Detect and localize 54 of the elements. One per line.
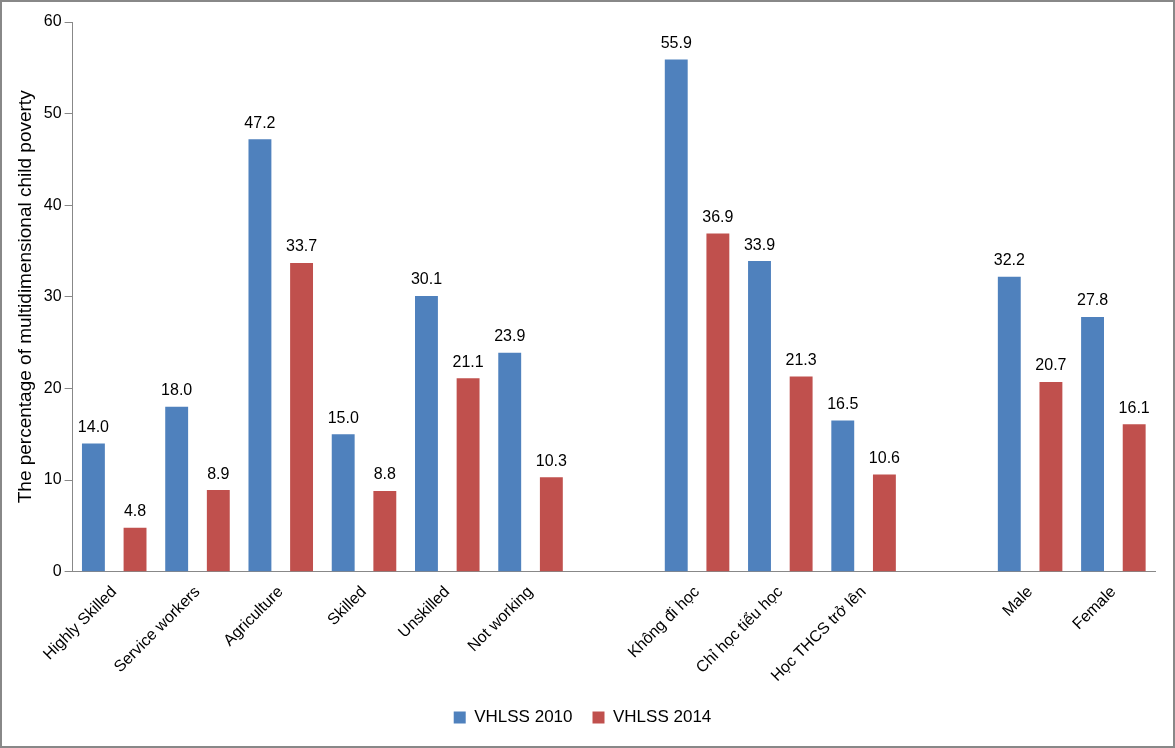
bar xyxy=(81,443,105,572)
y-tick-label: 40 xyxy=(43,195,62,213)
bar xyxy=(872,474,896,572)
bar xyxy=(415,295,438,572)
bar xyxy=(206,490,230,572)
y-tick-label: 0 xyxy=(52,562,62,580)
data-label: 4.8 xyxy=(123,502,147,520)
y-tick-label: 20 xyxy=(43,378,62,396)
data-label: 33.9 xyxy=(743,235,776,253)
bar xyxy=(373,491,397,572)
data-label: 47.2 xyxy=(244,113,276,131)
bar xyxy=(831,420,855,572)
data-label: 30.1 xyxy=(410,270,443,288)
data-label: 18.0 xyxy=(161,381,193,399)
bar xyxy=(290,262,314,572)
bar xyxy=(248,139,272,572)
data-label: 33.7 xyxy=(286,237,318,255)
data-label: 21.3 xyxy=(785,350,817,368)
y-tick-label: 30 xyxy=(43,287,62,305)
bar xyxy=(748,261,771,572)
y-tick-label: 10 xyxy=(43,470,62,488)
legend-label: VHLSS 2010 xyxy=(474,707,573,727)
data-label: 15.0 xyxy=(327,408,359,426)
data-label: 23.9 xyxy=(494,327,526,345)
bar xyxy=(123,527,147,572)
y-tick-label: 60 xyxy=(43,12,62,30)
bar xyxy=(498,352,522,572)
data-label: 16.5 xyxy=(827,394,859,412)
data-label: 27.8 xyxy=(1076,291,1109,309)
bar xyxy=(165,406,189,572)
bar xyxy=(789,376,813,572)
bar xyxy=(331,434,355,572)
data-label: 20.7 xyxy=(1035,356,1067,374)
y-axis-title: The percentage of multidimensional child poverty xyxy=(13,89,35,504)
bar xyxy=(456,378,480,572)
data-label: 32.2 xyxy=(993,251,1025,269)
data-label: 55.9 xyxy=(660,33,692,51)
bar xyxy=(539,477,563,572)
bar xyxy=(706,233,730,572)
data-label: 10.3 xyxy=(535,451,568,469)
data-label: 8.9 xyxy=(207,464,230,482)
bar xyxy=(997,276,1021,572)
legend-label: VHLSS 2014 xyxy=(613,707,712,727)
data-label: 14.0 xyxy=(77,417,110,435)
bar xyxy=(1039,382,1063,572)
y-tick-label: 50 xyxy=(43,104,62,122)
data-label: 36.9 xyxy=(702,208,734,226)
data-label: 21.1 xyxy=(452,352,484,370)
bar xyxy=(1122,424,1146,572)
bar xyxy=(1081,316,1104,572)
bar xyxy=(664,59,688,572)
data-label: 8.8 xyxy=(373,465,397,483)
data-label: 10.6 xyxy=(868,448,901,466)
data-label: 16.1 xyxy=(1118,398,1150,416)
